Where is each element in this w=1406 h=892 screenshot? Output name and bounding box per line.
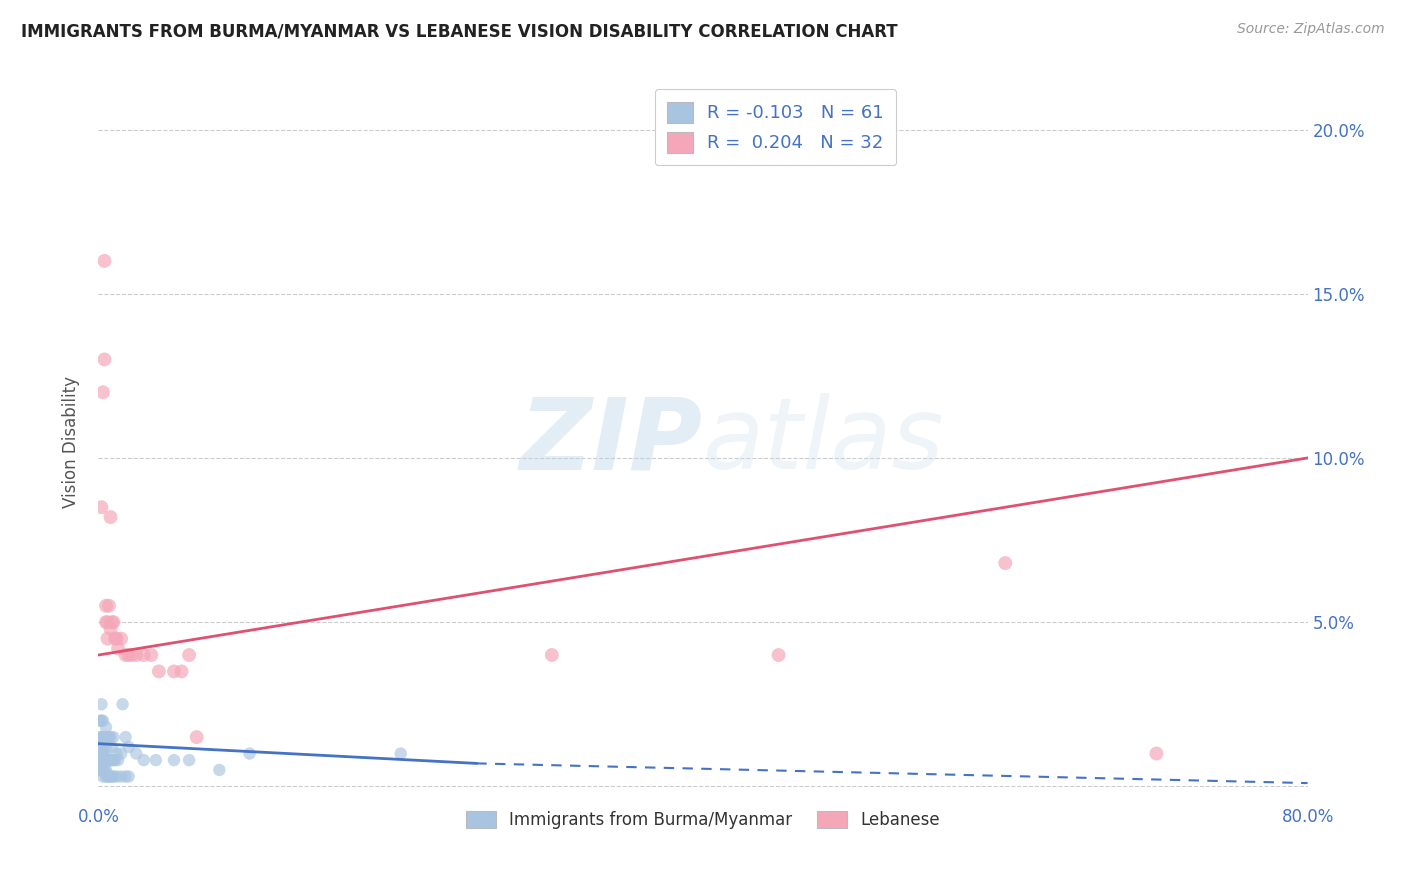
Point	[91, 763, 114, 777]
Point	[93, 730, 115, 744]
Point	[96, 753, 118, 767]
Legend: Immigrants from Burma/Myanmar, Lebanese: Immigrants from Burma/Myanmar, Lebanese	[457, 803, 949, 838]
Point	[540, 648, 562, 662]
Point	[98, 753, 121, 767]
Point	[163, 753, 186, 767]
Point	[90, 747, 112, 761]
Point	[105, 632, 128, 646]
Point	[94, 739, 117, 754]
Point	[118, 648, 141, 662]
Point	[100, 753, 122, 767]
Point	[96, 770, 118, 784]
Point	[148, 665, 170, 679]
Point	[170, 665, 193, 679]
Point	[114, 770, 136, 784]
Point	[93, 747, 115, 761]
Point	[94, 720, 117, 734]
Point	[98, 599, 121, 613]
Point	[141, 648, 163, 662]
Point	[239, 747, 262, 761]
Point	[101, 753, 124, 767]
Point	[103, 730, 125, 744]
Point	[105, 747, 128, 761]
Point	[98, 730, 121, 744]
Point	[98, 770, 121, 784]
Point	[103, 615, 125, 630]
Point	[179, 753, 201, 767]
Point	[91, 385, 114, 400]
Point	[104, 753, 127, 767]
Point	[89, 739, 111, 754]
Point	[90, 714, 112, 728]
Point	[94, 753, 117, 767]
Point	[93, 763, 115, 777]
Point	[101, 739, 124, 754]
Point	[100, 510, 122, 524]
Point	[90, 500, 112, 515]
Point	[96, 615, 118, 630]
Point	[90, 698, 112, 712]
Point	[90, 730, 112, 744]
Point	[94, 763, 117, 777]
Point	[132, 648, 155, 662]
Point	[107, 753, 129, 767]
Point	[89, 763, 111, 777]
Point	[91, 714, 114, 728]
Point	[93, 352, 115, 367]
Point	[90, 753, 112, 767]
Point	[89, 753, 111, 767]
Point	[163, 665, 186, 679]
Point	[100, 770, 122, 784]
Point	[103, 753, 125, 767]
Point	[114, 730, 136, 744]
Point	[110, 747, 132, 761]
Point	[89, 730, 111, 744]
Point	[93, 253, 115, 268]
Text: ZIP: ZIP	[520, 393, 703, 490]
Point	[132, 753, 155, 767]
Text: Source: ZipAtlas.com: Source: ZipAtlas.com	[1237, 22, 1385, 37]
Point	[118, 770, 141, 784]
Point	[91, 730, 114, 744]
Y-axis label: Vision Disability: Vision Disability	[62, 376, 80, 508]
Point	[145, 753, 167, 767]
Point	[114, 648, 136, 662]
Point	[179, 648, 201, 662]
Point	[111, 698, 134, 712]
Point	[186, 730, 208, 744]
Point	[994, 556, 1017, 570]
Point	[96, 730, 118, 744]
Point	[105, 770, 128, 784]
Point	[101, 615, 124, 630]
Point	[768, 648, 790, 662]
Point	[107, 641, 129, 656]
Text: IMMIGRANTS FROM BURMA/MYANMAR VS LEBANESE VISION DISABILITY CORRELATION CHART: IMMIGRANTS FROM BURMA/MYANMAR VS LEBANES…	[21, 22, 897, 40]
Point	[101, 770, 124, 784]
Point	[90, 763, 112, 777]
Point	[94, 770, 117, 784]
Point	[93, 753, 115, 767]
Point	[104, 632, 127, 646]
Text: atlas: atlas	[703, 393, 945, 490]
Point	[125, 747, 148, 761]
Point	[110, 632, 132, 646]
Point	[208, 763, 231, 777]
Point	[389, 747, 412, 761]
Point	[1144, 747, 1167, 761]
Point	[89, 714, 111, 728]
Point	[100, 622, 122, 636]
Point	[94, 615, 117, 630]
Point	[94, 599, 117, 613]
Point	[91, 753, 114, 767]
Point	[91, 747, 114, 761]
Point	[118, 739, 141, 754]
Point	[103, 770, 125, 784]
Point	[121, 648, 143, 662]
Point	[100, 730, 122, 744]
Point	[110, 770, 132, 784]
Point	[91, 770, 114, 784]
Point	[125, 648, 148, 662]
Point	[91, 737, 114, 751]
Point	[96, 632, 118, 646]
